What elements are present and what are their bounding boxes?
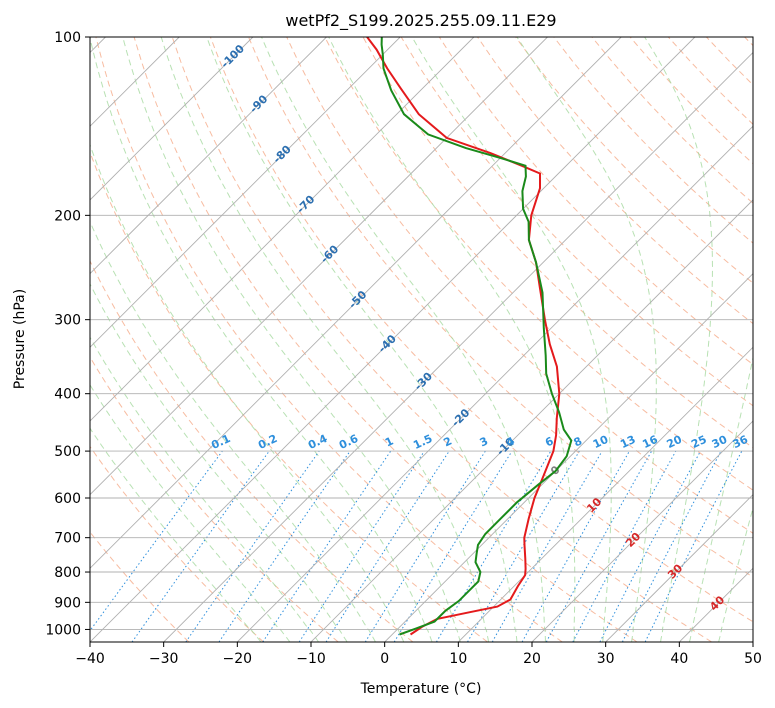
y-tick-label: 400 <box>54 387 81 403</box>
mixing-ratio-label: 20 <box>665 433 685 451</box>
moist-adiabat-line <box>90 143 405 642</box>
y-tick-label: 300 <box>54 313 81 329</box>
moist-adiabat-line <box>328 37 576 642</box>
mixing-ratio-labels: 0.1 0.2 0.4 0.6 1 1.5 2 3 4 6 8 10 13 16 20 25 30 36 <box>209 432 750 452</box>
moist-adiabat-line <box>411 37 612 642</box>
chart-title: wetPf2_S199.2025.255.09.11.E29 <box>285 11 556 31</box>
mixing-ratio-label: 36 <box>731 433 751 451</box>
isotherm-line <box>531 420 753 642</box>
mixing-ratio-line <box>131 450 270 642</box>
moist-adiabat-line <box>689 355 753 642</box>
temperature-profile-line <box>366 37 561 636</box>
isotherm-line <box>90 37 327 275</box>
x-tick-label: −10 <box>296 651 326 667</box>
moist-adiabat-line <box>261 37 546 642</box>
dry-adiabat-line <box>95 37 563 642</box>
plot-frame <box>89 36 754 643</box>
x-tick-label: 10 <box>449 651 467 667</box>
isotherm-line <box>90 37 696 642</box>
isotherm-line <box>310 199 753 642</box>
y-tick-label: 100 <box>54 30 81 46</box>
mixing-ratio-line <box>644 450 743 642</box>
y-axis-label: Pressure (hPa) <box>12 289 28 389</box>
y-axis: 1000 900 800 700 600 500 400 300 200 100 <box>45 30 90 638</box>
dry-adiabat-line <box>248 37 753 578</box>
dry-adiabat-line <box>209 37 753 623</box>
y-tick-label: 600 <box>54 491 81 507</box>
mixing-ratio-line <box>298 450 425 642</box>
x-tick-label: −30 <box>149 651 179 667</box>
mixing-ratio-line <box>521 450 630 642</box>
moist-adiabat-line <box>90 336 319 642</box>
mixing-ratio-line <box>90 450 223 632</box>
x-axis: −40 −30 −20 −10 0 10 20 30 40 50 <box>75 642 762 667</box>
y-tick-label: 1000 <box>45 622 81 638</box>
mixing-ratio-line <box>262 450 392 642</box>
dry-adiabat-line <box>515 37 753 284</box>
isotherm-line <box>90 37 622 569</box>
dry-adiabat-line <box>477 37 753 325</box>
isotherm-line <box>90 37 254 201</box>
plot-area: -100-90-80-70-60-50-40-30-20-10010203040… <box>90 37 753 642</box>
isotherm-line <box>457 346 753 642</box>
isotherm-line <box>90 37 475 422</box>
y-tick-label: 900 <box>54 595 81 611</box>
x-tick-label: −20 <box>223 651 253 667</box>
dry-adiabat-line <box>286 37 753 534</box>
isotherm-line <box>605 494 753 642</box>
moist-adiabat-line <box>718 506 753 642</box>
dry-adiabat-line <box>90 259 414 642</box>
x-tick-label: 50 <box>744 651 762 667</box>
moist-adiabat-line <box>90 427 262 642</box>
mixing-ratio-line <box>185 450 320 642</box>
isotherm-line <box>384 272 753 642</box>
mixing-ratio-line <box>393 450 513 642</box>
moist-adiabat-line <box>516 37 657 642</box>
profile-series <box>366 37 573 636</box>
mixing-ratio-line <box>545 450 653 642</box>
mixing-ratio-label: 10 <box>591 433 611 451</box>
y-tick-label: 200 <box>54 208 81 224</box>
isotherm-line <box>236 125 753 642</box>
mixing-ratio-label: 25 <box>689 433 708 451</box>
moist-adiabat-line <box>90 383 291 642</box>
x-axis-label: Temperature (°C) <box>360 681 482 697</box>
x-tick-label: 0 <box>380 651 389 667</box>
y-tick-label: 500 <box>54 444 81 460</box>
moist-adiabat-line <box>90 220 376 642</box>
dry-adiabat-line <box>133 37 638 642</box>
dry-adiabat-line <box>171 37 712 642</box>
mixing-ratio-label: 16 <box>640 433 660 451</box>
x-tick-label: −40 <box>75 651 105 667</box>
moist-adiabat-line <box>122 37 461 642</box>
mixing-ratio-line <box>325 450 450 642</box>
mixing-ratio-line <box>218 450 351 642</box>
moist-adiabat-line <box>160 37 490 642</box>
x-tick-label: 30 <box>597 651 615 667</box>
y-tick-label: 800 <box>54 565 81 581</box>
y-tick-label: 700 <box>54 531 81 547</box>
isotherm-line <box>90 37 401 348</box>
moist-adiabat-line <box>644 37 713 642</box>
dry-adiabat-line <box>324 37 753 491</box>
dry-adiabat-line <box>90 356 339 642</box>
x-tick-label: 40 <box>670 651 688 667</box>
moist-adiabat-line <box>206 37 518 642</box>
isotherm-line <box>163 51 753 642</box>
dewpoint-profile-line <box>380 37 573 636</box>
mixing-ratio-label: 13 <box>618 433 637 451</box>
mixing-ratio-label: 30 <box>710 433 730 451</box>
dry-adiabat-line <box>90 445 264 642</box>
moist-adiabat-line <box>90 37 433 642</box>
moist-adiabat-line <box>90 282 348 642</box>
mixing-ratio-line <box>572 450 677 642</box>
x-tick-label: 20 <box>523 651 541 667</box>
